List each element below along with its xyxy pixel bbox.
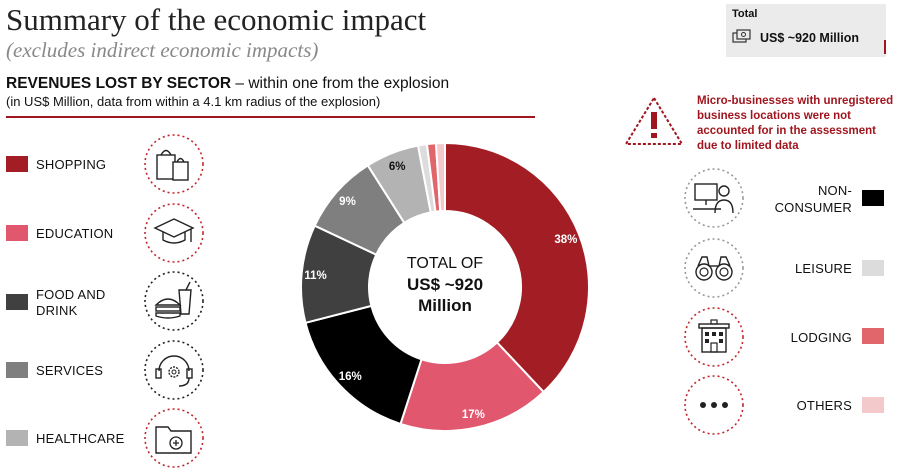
headset-gear-icon	[143, 339, 205, 406]
warning-line-3: accounted for in the assessment	[697, 125, 876, 137]
header-divider	[6, 116, 535, 118]
section-heading: REVENUES LOST BY SECTOR – within one fro…	[6, 75, 449, 93]
legend-label-non-consumer-line1: NON-	[817, 183, 852, 198]
legend-swatch-others	[862, 397, 884, 413]
legend-label-non-consumer-line2: CONSUMER	[774, 200, 852, 215]
legend-label-lodging: LODGING	[790, 330, 852, 345]
slice-shopping	[444, 141, 590, 394]
hotel-icon	[683, 306, 745, 373]
total-box	[726, 4, 886, 57]
legend-swatch-services	[6, 362, 28, 378]
desk-worker-icon	[683, 167, 745, 234]
legend-label-food-drink: FOOD AND DRINK	[36, 287, 106, 318]
center-text-line3: Million	[418, 296, 472, 315]
legend-swatch-shopping	[6, 156, 28, 172]
warning-line-1: Micro-businesses with unregistered	[697, 95, 894, 107]
section-subheading: (in US$ Million, data from within a 4.1 …	[6, 94, 381, 109]
slice-label-education: 17%	[462, 409, 485, 421]
center-text-line1: TOTAL OF	[407, 255, 483, 272]
burger-drink-icon	[143, 270, 205, 337]
legend-label-others: OTHERS	[796, 398, 852, 413]
slice-label-services: 9%	[339, 196, 356, 208]
medical-folder-icon	[143, 407, 205, 474]
legend-label-healthcare: HEALTHCARE	[36, 431, 125, 446]
page-subtitle: (excludes indirect economic impacts)	[6, 38, 319, 62]
total-value: US$ ~920 Million	[760, 31, 859, 45]
legend-swatch-healthcare	[6, 430, 28, 446]
legend-label-shopping: SHOPPING	[36, 157, 107, 172]
legend-label-food-drink-line1: FOOD AND	[36, 287, 106, 302]
center-text-line2: US$ ~920	[407, 275, 483, 294]
donut-hole	[369, 211, 521, 363]
legend-label-education: EDUCATION	[36, 226, 114, 241]
slice-label-non-consumer: 16%	[339, 371, 362, 383]
legend-label-food-drink-line2: DRINK	[36, 303, 78, 318]
total-accent	[884, 40, 886, 54]
legend-label-services: SERVICES	[36, 363, 104, 378]
legend-swatch-leisure	[862, 260, 884, 276]
page-title: Summary of the economic impact	[6, 2, 427, 37]
legend-swatch-non-consumer	[862, 190, 884, 206]
binoculars-icon	[683, 237, 745, 304]
legend-label-leisure: LEISURE	[794, 261, 852, 276]
legend-swatch-food-drink	[6, 294, 28, 310]
dots-icon	[683, 374, 745, 441]
money-icon	[732, 28, 754, 51]
warning-line-4: due to limited data	[697, 140, 799, 152]
total-label: Total	[732, 8, 758, 20]
warning-line-2: business locations were not	[697, 110, 852, 122]
section-heading-rest: – within one from the explosion	[231, 75, 450, 92]
legend-swatch-education	[6, 225, 28, 241]
warning-icon	[623, 95, 685, 152]
slice-label-healthcare: 6%	[389, 161, 406, 173]
revenue-donut-chart: 38% 17% 16% 11% 9% 6% TOTAL OF US$ ~920 Milli…	[300, 141, 590, 432]
section-heading-bold: REVENUES LOST BY SECTOR	[6, 75, 232, 92]
graduation-cap-icon	[143, 202, 205, 269]
legend-label-non-consumer: NON- CONSUMER	[760, 183, 852, 215]
legend-swatch-lodging	[862, 328, 884, 344]
slice-label-shopping: 38%	[554, 234, 577, 246]
shopping-bags-icon	[143, 133, 205, 200]
slice-label-food-and-drink: 11%	[304, 270, 326, 282]
warning-text: Micro-businesses with unregistered busin…	[697, 94, 897, 154]
